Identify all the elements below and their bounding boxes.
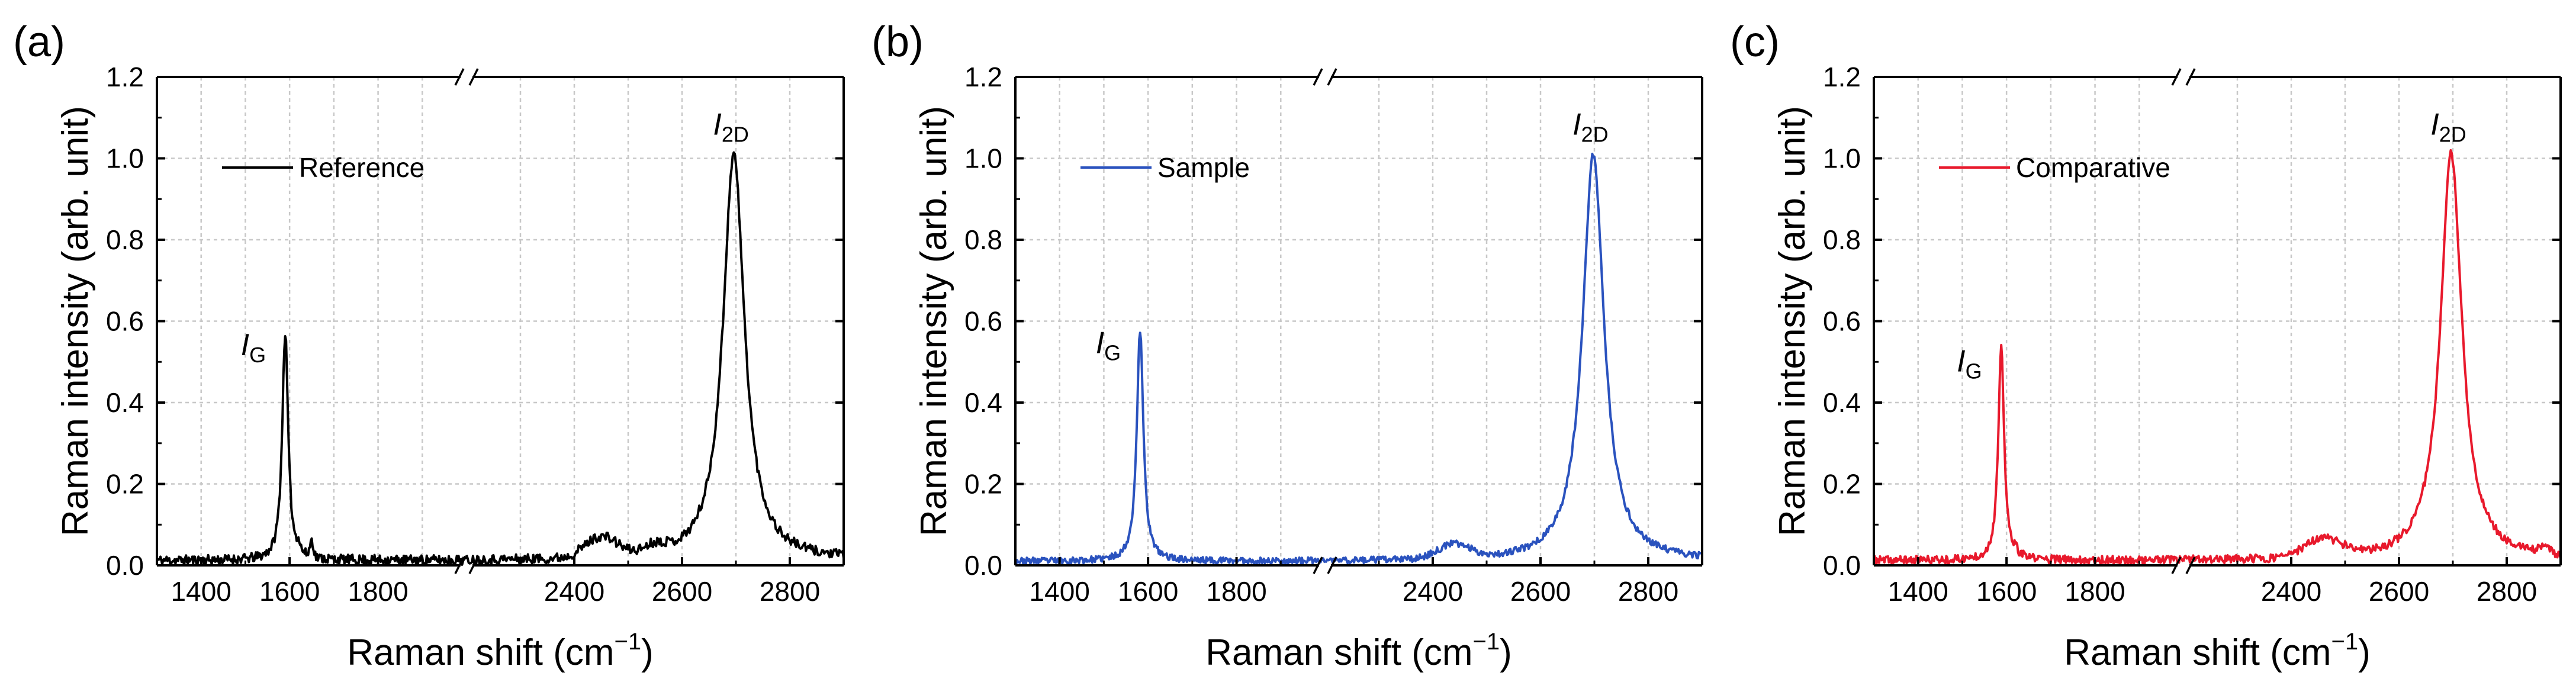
x-tick-label: 2800 [2477,576,2537,607]
x-tick-label: 2600 [652,576,712,607]
x-tick-label: 1600 [1118,576,1178,607]
y-tick-label: 1.0 [964,143,1002,174]
spectrum-line-sample [1015,332,1326,565]
y-tick-label: 1.0 [106,143,144,174]
break-slash [2185,68,2196,86]
x-tick-label: 1400 [171,576,231,607]
y-tick-label: 0.6 [964,306,1002,337]
y-tick-label: 1.0 [1823,143,1861,174]
break-slash [1313,556,1323,574]
break-slash [2171,556,2182,574]
y-tick-label: 0.2 [106,469,144,500]
y-tick-label: 1.2 [964,62,1002,92]
x-tick-label: 1400 [1030,576,1090,607]
x-tick-label: 2600 [2369,576,2429,607]
y-tick-label: 0.4 [106,387,144,418]
x-tick-label: 1600 [1976,576,2037,607]
spectrum-line-reference [156,335,468,566]
gridlines [157,77,844,565]
y-tick-label: 0.6 [106,306,144,337]
x-axis-title: Raman shift (cm−1) [1205,629,1512,673]
axis-break-mark [454,68,479,86]
x-tick-label: 1800 [2064,576,2125,607]
y-axis-title: Raman intensity (arb. unit) [55,106,96,536]
break-slash [468,556,479,574]
peak-annotation-G: IG [1957,345,1982,384]
peak-annotation-G: IG [241,328,266,367]
y-tick-label: 0.8 [1823,224,1861,255]
y-tick-label: 0.8 [964,224,1002,255]
break-slash [1327,556,1337,574]
x-tick-label: 2400 [544,576,604,607]
spectrum-line-comparative [1873,343,2185,565]
y-tick-label: 0.0 [1823,550,1861,581]
x-tick-label: 1800 [1206,576,1266,607]
legend-label: Sample [1157,152,1250,183]
legend: Comparative [1939,152,2170,183]
break-slash [454,68,465,86]
x-tick-label: 1400 [1888,576,1948,607]
y-tick-label: 0.6 [1823,306,1861,337]
spectrum-line-reference [465,151,845,565]
x-tick-label: 2800 [1618,576,1678,607]
chart-panel-a: 0.0 0.2 0.4 0.6 0.8 1.0 1.2 1400 1600 1800 2400 260… [13,18,845,673]
axis-break-mark [2171,556,2196,574]
break-slash [2171,68,2182,86]
peak-annotation-2D: I2D [713,108,748,147]
y-tick-label: 0.0 [106,550,144,581]
axis-break-mark [2171,68,2196,86]
spectrum-line-comparative [2182,149,2562,565]
chart-panel-c: 0.0 0.2 0.4 0.6 0.8 1.0 1.2 1400 1600 1800 2400 260… [1730,18,2562,673]
x-tick-label: 2800 [760,576,820,607]
panel-label: (b) [871,18,924,66]
y-tick-label: 0.4 [1823,387,1861,418]
x-axis-title: Raman shift (cm−1) [2064,629,2371,673]
x-tick-label: 2600 [1510,576,1571,607]
x-axis-title: Raman shift (cm−1) [347,629,654,673]
peak-annotation-G: IG [1096,326,1121,365]
break-slash [468,68,479,86]
panel-label: (a) [13,18,65,66]
gridlines [1015,77,1702,565]
x-tick-label: 2400 [2261,576,2321,607]
legend: Sample [1080,152,1250,183]
break-slash [454,556,465,574]
y-tick-label: 1.2 [106,62,144,92]
break-slash [2185,556,2196,574]
x-tick-label: 2400 [1403,576,1463,607]
peak-annotation-2D: I2D [1572,108,1608,147]
x-tick-label: 1800 [348,576,408,607]
chart-panel-b: 0.0 0.2 0.4 0.6 0.8 1.0 1.2 1400 1600 1800 2400 260… [871,18,1703,673]
axis-break-mark [454,556,479,574]
y-axis-title: Raman intensity (arb. unit) [914,106,954,536]
gridlines [1874,77,2561,565]
legend-label: Reference [299,152,424,183]
panel-label: (c) [1730,18,1780,66]
break-slash [1313,68,1323,86]
y-tick-label: 0.8 [106,224,144,255]
axis-break-mark [1313,556,1337,574]
y-tick-label: 0.2 [1823,469,1861,500]
y-tick-label: 0.0 [964,550,1002,581]
spectrum-line-sample [1324,152,1703,565]
x-tick-label: 1600 [259,576,320,607]
legend: Reference [222,152,424,183]
y-tick-label: 0.4 [964,387,1002,418]
axis-break-mark [1313,68,1337,86]
legend-label: Comparative [2016,152,2170,183]
y-tick-label: 0.2 [964,469,1002,500]
break-slash [1327,68,1337,86]
y-axis-title: Raman intensity (arb. unit) [1772,106,1813,536]
peak-annotation-2D: I2D [2430,108,2466,147]
y-tick-label: 1.2 [1823,62,1861,92]
